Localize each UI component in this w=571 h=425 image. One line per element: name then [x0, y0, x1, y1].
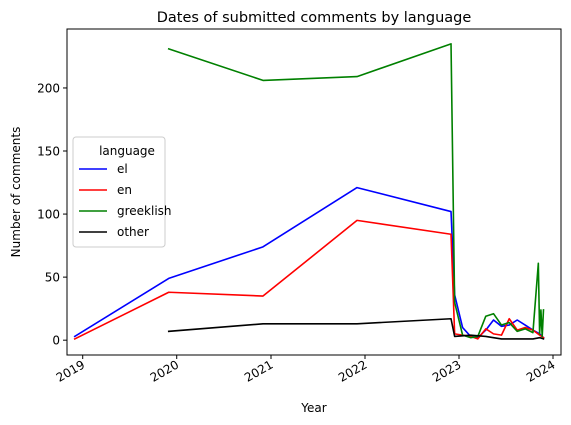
x-tick-label: 2021	[242, 357, 275, 384]
y-axis: 0 50 100 150 200	[37, 81, 67, 348]
legend-label-en: en	[117, 183, 132, 197]
x-tick-label: 2024	[524, 357, 557, 384]
x-tick-label: 2020	[148, 357, 181, 384]
x-tick-label: 2019	[54, 357, 87, 384]
legend-frame	[72, 136, 166, 248]
x-tick-label: 2023	[430, 357, 463, 384]
y-axis-label: Number of comments	[9, 127, 23, 258]
y-tick-label: 150	[37, 145, 60, 159]
series-line-other	[167, 317, 545, 340]
legend-label-greeklish: greeklish	[117, 204, 172, 218]
series-line-en	[73, 219, 545, 340]
legend-entries: el en greeklish other	[79, 162, 172, 239]
series-line-greeklish	[167, 43, 545, 339]
legend-label-el: el	[117, 162, 128, 176]
y-tick-label: 50	[45, 271, 60, 285]
y-tick-label: 0	[52, 334, 60, 348]
legend: language el en greeklish other	[72, 136, 172, 248]
legend-title: language	[99, 144, 155, 158]
series-layer	[73, 43, 545, 340]
y-tick-label: 200	[37, 81, 60, 95]
legend-label-other: other	[117, 225, 149, 239]
x-axis: 2019 2020 2021 2022 2023 2024	[54, 355, 558, 385]
chart-title: Dates of submitted comments by language	[157, 10, 472, 26]
x-tick-label: 2022	[336, 357, 369, 384]
x-axis-label: Year	[300, 401, 326, 415]
y-tick-label: 100	[37, 208, 60, 222]
